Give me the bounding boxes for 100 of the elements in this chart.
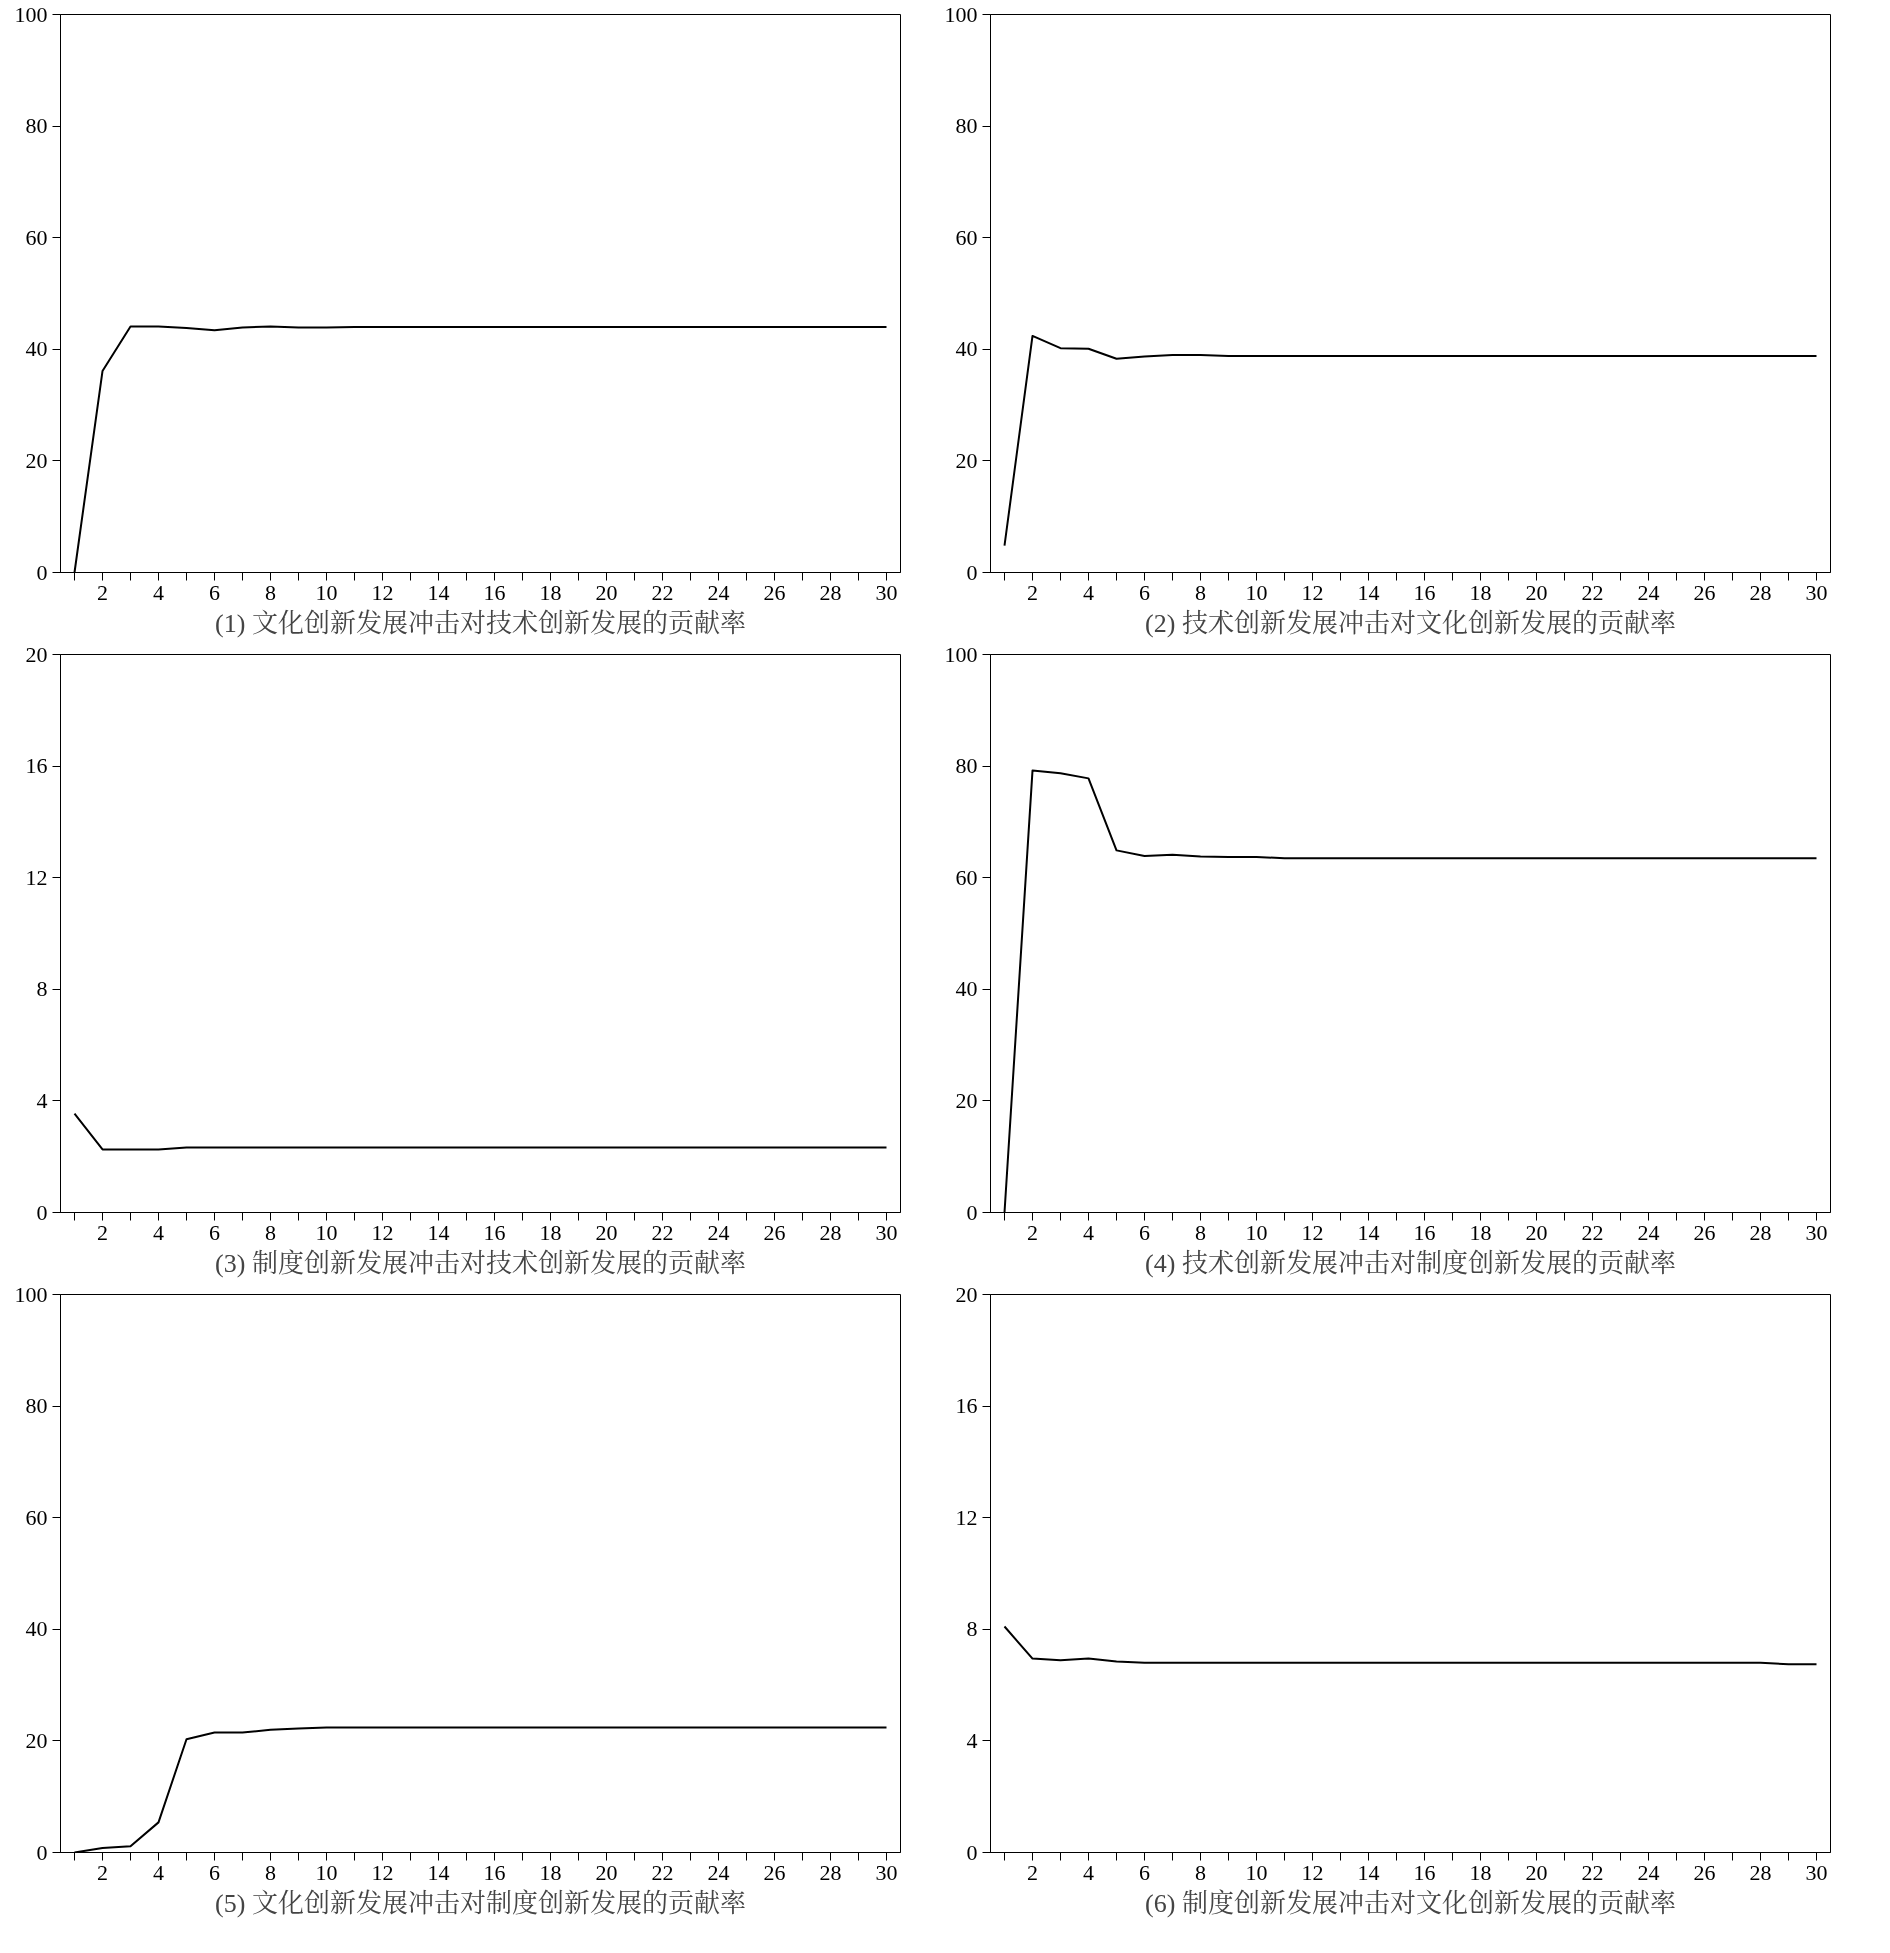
x-tick-label: 24	[1637, 1219, 1660, 1245]
x-tick-label: 24	[1637, 579, 1660, 605]
x-tick-label: 10	[1245, 1219, 1268, 1245]
x-tick-label: 24	[707, 579, 730, 605]
y-tick-label: 0	[966, 559, 978, 585]
y-tick-label: 12	[955, 1504, 978, 1530]
x-tick-label: 16	[483, 1859, 506, 1885]
x-tick-label: 8	[1195, 579, 1206, 605]
x-tick-label: 10	[315, 1219, 338, 1245]
x-tick-label: 24	[1637, 1859, 1660, 1885]
x-tick-label: 20	[1525, 1859, 1548, 1885]
x-tick-label: 2	[97, 1219, 108, 1245]
x-tick-label: 16	[1413, 1219, 1436, 1245]
x-tick-label: 4	[1083, 579, 1094, 605]
y-tick-label: 80	[955, 113, 978, 139]
x-tick-label: 12	[371, 1219, 394, 1245]
x-tick-label: 26	[763, 579, 786, 605]
y-tick-label: 0	[966, 1199, 978, 1225]
x-axis-title: (6) 制度创新发展冲击对文化创新发展的贡献率	[1145, 1888, 1676, 1918]
x-tick-label: 26	[1693, 1859, 1716, 1885]
x-tick-label: 4	[153, 1859, 164, 1885]
x-tick-label: 18	[1469, 1219, 1492, 1245]
x-tick-label: 10	[1245, 579, 1268, 605]
x-tick-label: 26	[763, 1219, 786, 1245]
x-tick-label: 12	[371, 579, 394, 605]
x-tick-label: 28	[819, 1859, 842, 1885]
y-tick-label: 0	[966, 1839, 978, 1865]
x-axis-title: (4) 技术创新发展冲击对制度创新发展的贡献率	[1145, 1248, 1676, 1278]
x-tick-label: 6	[209, 1859, 220, 1885]
y-tick-label: 80	[955, 753, 978, 779]
x-tick-label: 14	[1357, 1219, 1380, 1245]
x-tick-label: 12	[1301, 1859, 1324, 1885]
x-tick-label: 18	[539, 1859, 562, 1885]
x-tick-label: 22	[651, 1219, 674, 1245]
x-tick-label: 24	[707, 1219, 730, 1245]
x-tick-label: 2	[97, 579, 108, 605]
x-axis-title: (2) 技术创新发展冲击对文化创新发展的贡献率	[1145, 608, 1676, 638]
y-tick-label: 0	[36, 1199, 48, 1225]
x-tick-label: 20	[595, 1859, 618, 1885]
x-tick-label: 2	[97, 1859, 108, 1885]
x-tick-label: 10	[315, 1859, 338, 1885]
y-tick-label: 12	[25, 864, 48, 890]
x-tick-label: 30	[1805, 1859, 1828, 1885]
y-tick-label: 0	[36, 559, 48, 585]
y-tick-label: 8	[966, 1616, 978, 1642]
y-tick-label: 16	[25, 753, 48, 779]
x-tick-label: 26	[763, 1859, 786, 1885]
x-tick-label: 14	[1357, 1859, 1380, 1885]
x-tick-label: 30	[875, 579, 898, 605]
y-tick-label: 20	[955, 1087, 978, 1113]
x-tick-label: 20	[595, 1219, 618, 1245]
x-tick-label: 22	[1581, 1219, 1604, 1245]
x-tick-label: 12	[1301, 579, 1324, 605]
x-tick-label: 20	[1525, 579, 1548, 605]
x-tick-label: 22	[651, 1859, 674, 1885]
x-tick-label: 2	[1027, 1219, 1038, 1245]
x-tick-label: 16	[483, 1219, 506, 1245]
y-tick-label: 60	[955, 224, 978, 250]
x-axis-title: (1) 文化创新发展冲击对技术创新发展的贡献率	[215, 608, 746, 638]
x-tick-label: 14	[1357, 579, 1380, 605]
x-axis-title: (3) 制度创新发展冲击对技术创新发展的贡献率	[215, 1248, 746, 1278]
x-tick-label: 14	[427, 579, 450, 605]
x-tick-label: 2	[1027, 1859, 1038, 1885]
x-tick-label: 18	[539, 1219, 562, 1245]
x-tick-label: 2	[1027, 579, 1038, 605]
y-tick-label: 0	[36, 1839, 48, 1865]
x-tick-label: 20	[595, 579, 618, 605]
x-tick-label: 8	[265, 1219, 276, 1245]
x-tick-label: 30	[1805, 1219, 1828, 1245]
x-tick-label: 18	[1469, 579, 1492, 605]
x-tick-label: 14	[427, 1859, 450, 1885]
y-tick-label: 20	[955, 447, 978, 473]
x-tick-label: 10	[315, 579, 338, 605]
x-tick-label: 16	[1413, 579, 1436, 605]
x-tick-label: 22	[1581, 1859, 1604, 1885]
x-tick-label: 12	[371, 1859, 394, 1885]
x-tick-label: 8	[265, 579, 276, 605]
x-tick-label: 22	[1581, 579, 1604, 605]
x-tick-label: 20	[1525, 1219, 1548, 1245]
y-tick-label: 20	[25, 1727, 48, 1753]
x-tick-label: 30	[1805, 579, 1828, 605]
y-tick-label: 8	[36, 976, 48, 1002]
y-tick-label: 20	[25, 641, 48, 667]
x-tick-label: 8	[1195, 1859, 1206, 1885]
x-tick-label: 22	[651, 579, 674, 605]
y-tick-label: 100	[14, 1, 48, 27]
y-tick-label: 4	[36, 1087, 48, 1113]
y-tick-label: 20	[955, 1281, 978, 1307]
x-tick-label: 8	[265, 1859, 276, 1885]
x-tick-label: 6	[1139, 579, 1150, 605]
y-tick-label: 4	[966, 1727, 978, 1753]
x-tick-label: 26	[1693, 579, 1716, 605]
y-tick-label: 40	[25, 1616, 48, 1642]
x-tick-label: 24	[707, 1859, 730, 1885]
x-tick-label: 28	[819, 579, 842, 605]
x-tick-label: 18	[1469, 1859, 1492, 1885]
y-tick-label: 40	[25, 336, 48, 362]
y-tick-label: 60	[955, 864, 978, 890]
x-tick-label: 4	[1083, 1219, 1094, 1245]
x-tick-label: 30	[875, 1859, 898, 1885]
